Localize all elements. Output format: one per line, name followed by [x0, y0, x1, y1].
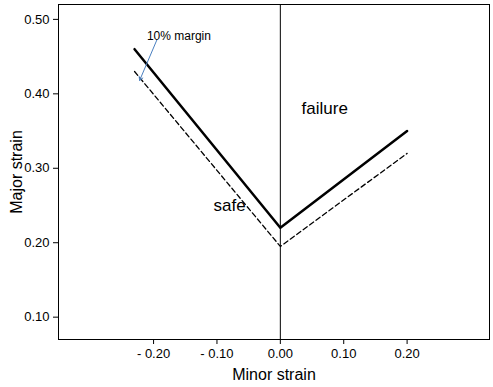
svg-text:safe: safe [214, 196, 246, 215]
svg-text:failure: failure [302, 99, 348, 118]
svg-text:0.10: 0.10 [24, 309, 49, 324]
svg-text:0.30: 0.30 [24, 160, 49, 175]
svg-text:0.10: 0.10 [331, 346, 356, 361]
svg-text:10% margin: 10% margin [147, 29, 211, 43]
svg-text:0.40: 0.40 [24, 86, 49, 101]
svg-text:Major strain: Major strain [8, 130, 25, 214]
svg-text:0.20: 0.20 [24, 235, 49, 250]
svg-text:0.00: 0.00 [268, 346, 293, 361]
svg-text:0.20: 0.20 [394, 346, 419, 361]
svg-text:Minor strain: Minor strain [232, 366, 316, 383]
svg-text:- 0.10: - 0.10 [200, 346, 233, 361]
svg-text:0.50: 0.50 [24, 12, 49, 27]
svg-text:- 0.20: - 0.20 [137, 346, 170, 361]
